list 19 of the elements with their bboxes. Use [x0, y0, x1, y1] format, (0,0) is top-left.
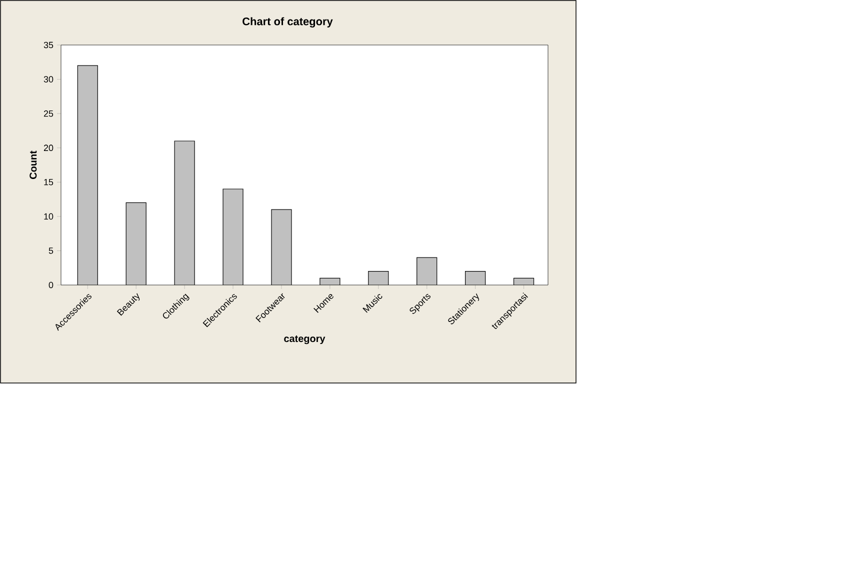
y-tick-label: 25: [44, 110, 54, 117]
y-tick-label: 0: [48, 282, 54, 288]
y-tick-label: 20: [44, 144, 54, 152]
bar: [416, 257, 438, 286]
bar: [368, 271, 388, 286]
y-tick-label: 5: [48, 248, 54, 254]
y-axis-title: Count: [30, 150, 37, 179]
bar: [465, 271, 486, 286]
bar: [222, 188, 244, 286]
bar: [271, 209, 292, 286]
bar: [174, 140, 195, 286]
bar: [126, 202, 146, 286]
bar: [77, 65, 98, 286]
x-axis-title: category: [284, 335, 326, 344]
chart-title: Chart of category: [242, 17, 333, 28]
y-tick-label: 35: [44, 42, 54, 48]
y-tick-label: 10: [44, 213, 54, 220]
y-tick-label: 30: [44, 76, 54, 82]
y-tick-label: 15: [44, 179, 54, 186]
